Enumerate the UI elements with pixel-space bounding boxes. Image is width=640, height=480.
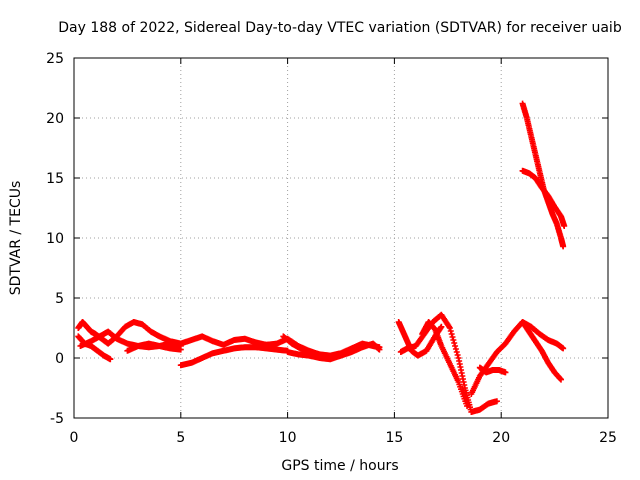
series-arc-5	[177, 344, 291, 369]
chart-title: Day 188 of 2022, Sidereal Day-to-day VTE…	[58, 20, 622, 36]
data-point	[452, 346, 459, 352]
data-point	[558, 376, 565, 383]
y-tick-label: 25	[46, 51, 64, 67]
grid-lines	[74, 58, 608, 418]
x-tick-label: 0	[70, 430, 79, 446]
data-point	[447, 328, 454, 334]
series-arc-13	[519, 319, 565, 383]
data-point	[450, 337, 457, 343]
data-point	[376, 346, 383, 353]
data-point	[502, 369, 509, 376]
y-tick-label: 5	[55, 291, 64, 307]
data-point	[177, 346, 184, 353]
x-tick-label: 10	[279, 430, 297, 446]
y-tick-label: -5	[50, 411, 64, 427]
x-tick-label: 5	[176, 430, 185, 446]
data-point	[449, 334, 456, 340]
data-point	[452, 343, 459, 349]
y-axis-label: SDTVAR / TECUs	[8, 181, 24, 296]
x-tick-label: 15	[385, 430, 403, 446]
y-tick-label: 15	[46, 171, 64, 187]
x-tick-label: 20	[492, 430, 510, 446]
data-point	[107, 356, 114, 363]
data-points	[75, 100, 568, 415]
y-tick-label: 10	[46, 231, 64, 247]
data-point	[464, 403, 471, 409]
data-point	[438, 323, 445, 330]
series-arc-15	[519, 167, 568, 229]
data-point	[451, 340, 458, 346]
series-arc-6	[284, 340, 383, 363]
series-arc-14	[519, 100, 567, 250]
data-point	[314, 351, 321, 358]
series-arc-12	[476, 364, 509, 376]
data-point	[561, 223, 568, 229]
data-point	[454, 352, 461, 358]
x-axis-label: GPS time / hours	[281, 458, 398, 474]
data-point	[453, 349, 460, 355]
data-point	[560, 345, 567, 352]
series-arc-10	[419, 319, 471, 409]
y-tick-label: 20	[46, 111, 64, 127]
series-arc-7	[280, 333, 321, 358]
axis-ticks: 0 5 10 15 20 25 -5 0 5 10 15 20 25	[46, 51, 617, 446]
data-point	[448, 331, 455, 337]
data-point	[493, 398, 500, 405]
y-tick-label: 0	[55, 351, 64, 367]
x-tick-label: 25	[599, 430, 617, 446]
data-point	[446, 325, 453, 331]
series-arc-4	[124, 340, 184, 354]
data-point	[560, 243, 567, 250]
